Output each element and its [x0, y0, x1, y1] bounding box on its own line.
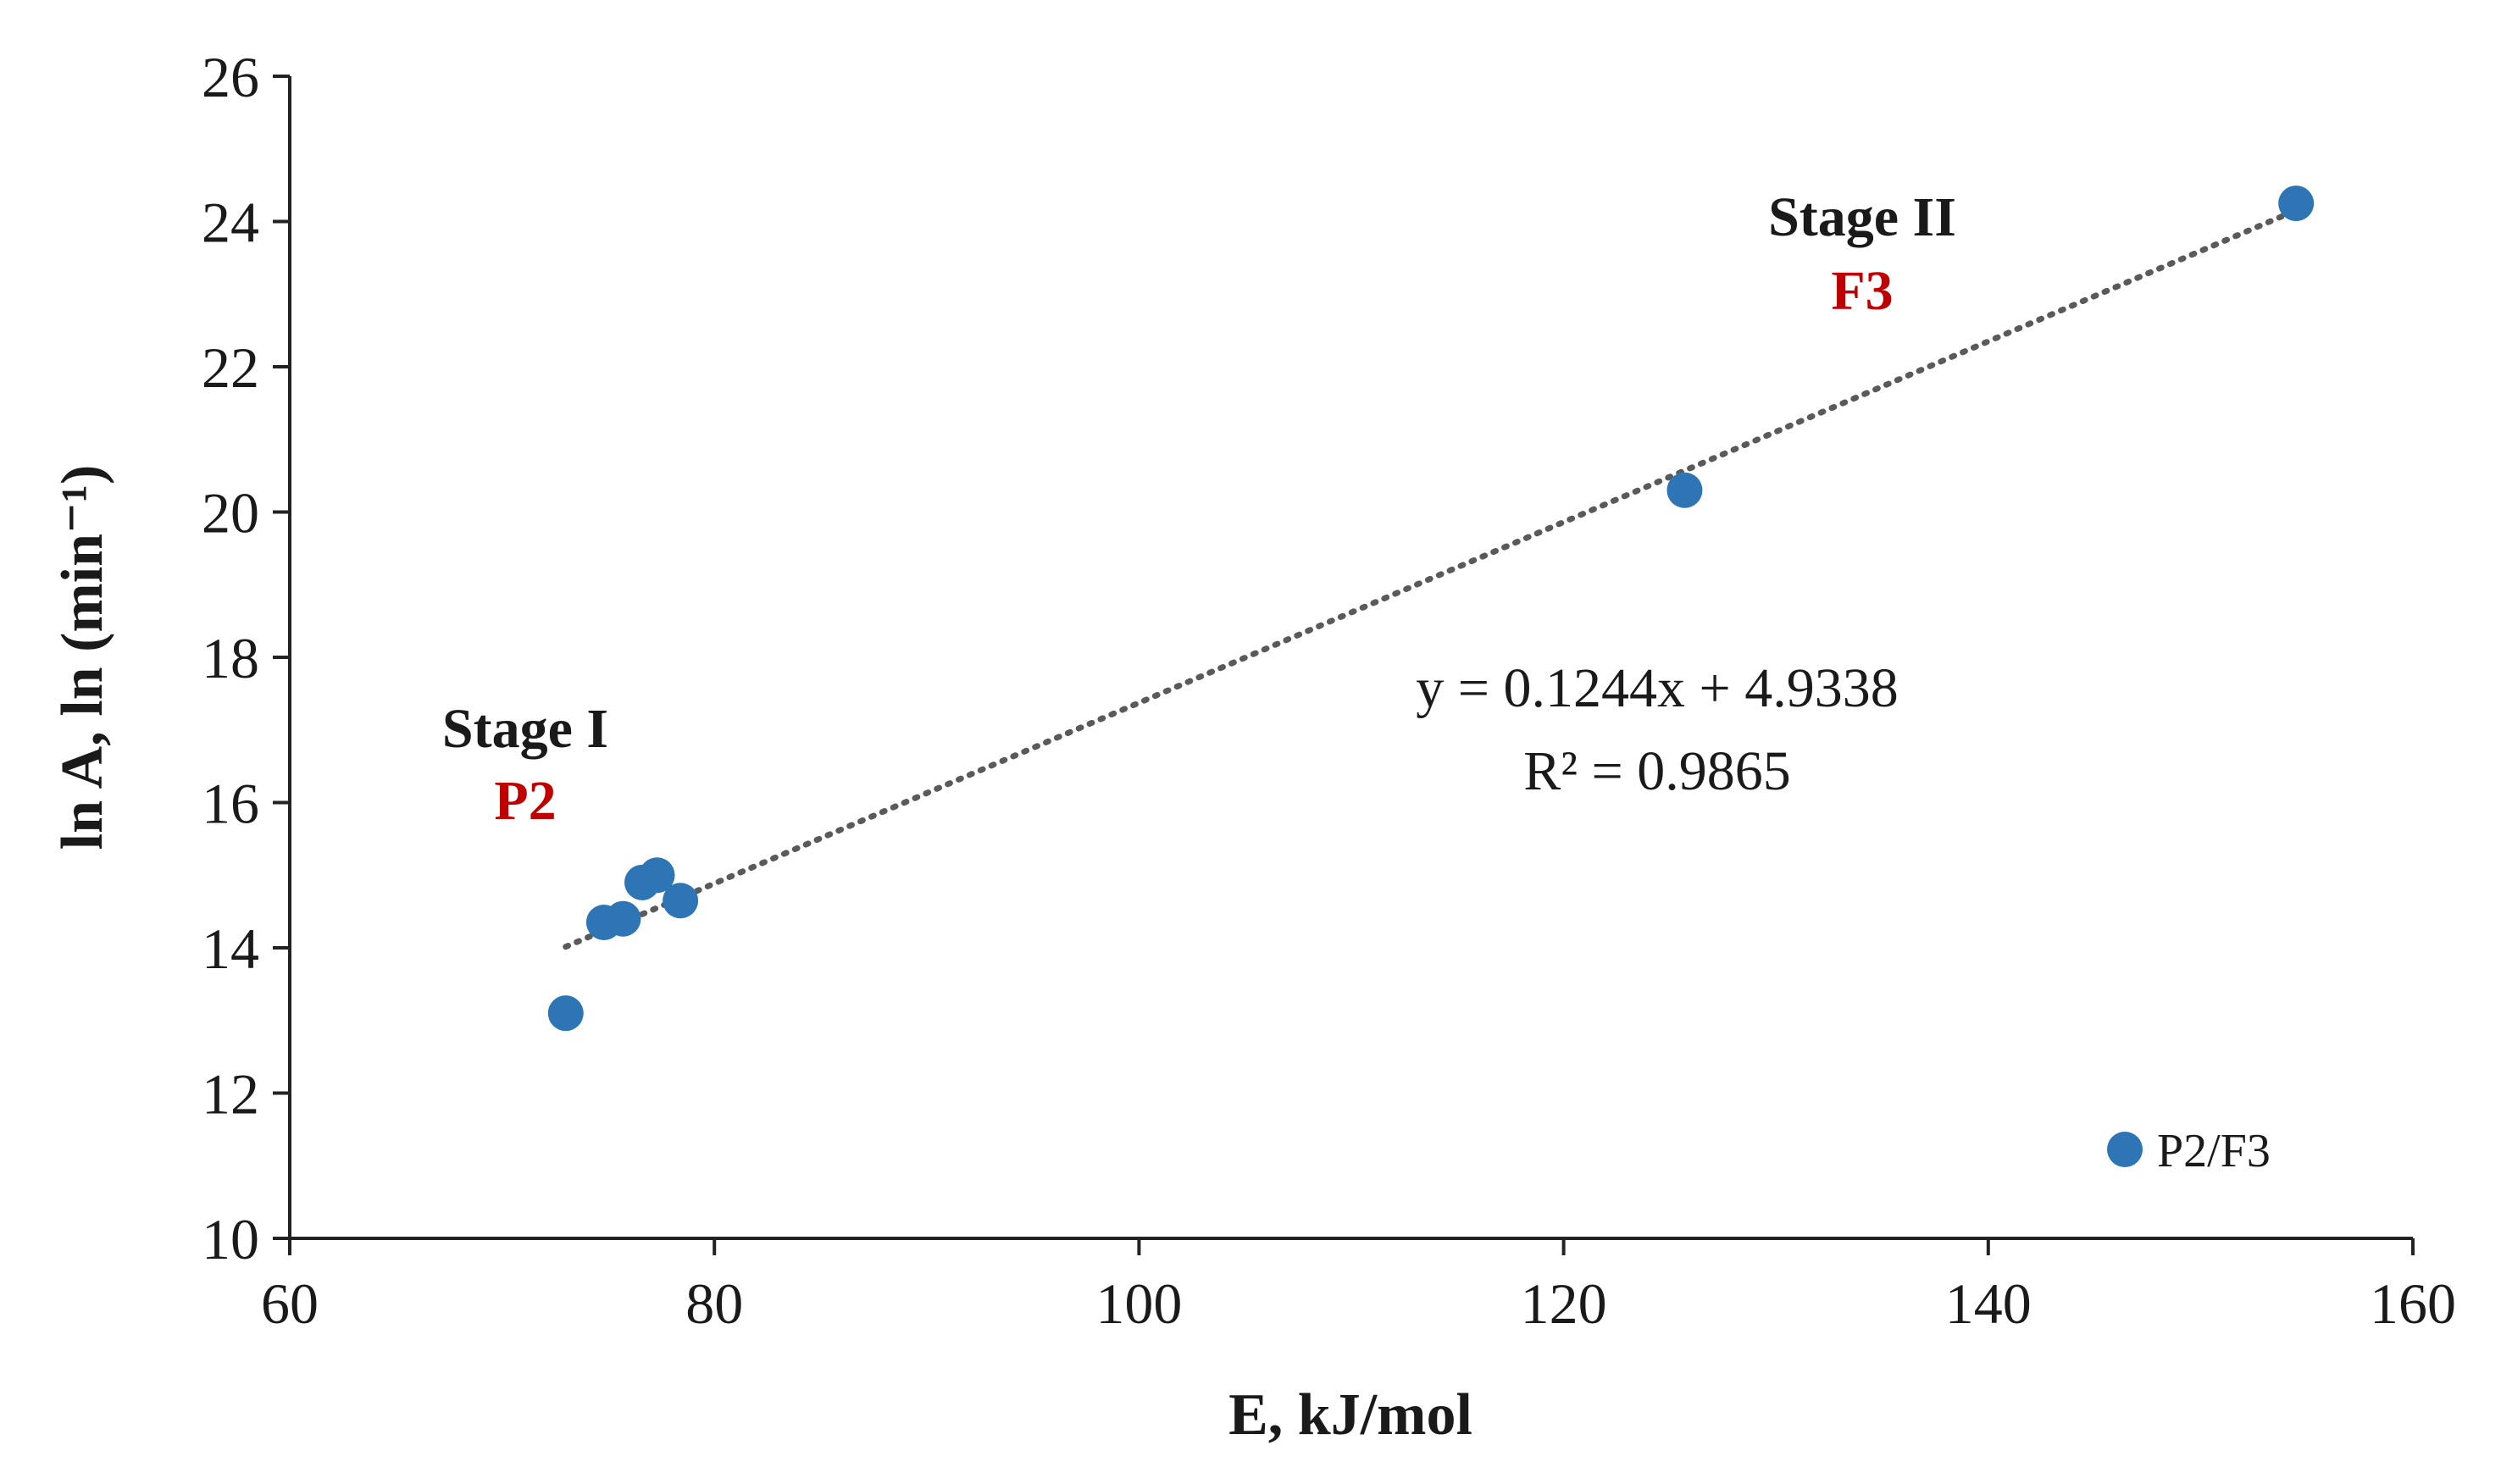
stage-two-sample-label: F3 — [1831, 260, 1893, 322]
y-tick-label: 26 — [202, 45, 259, 109]
stage-one-sample-label: P2 — [494, 770, 556, 832]
trendline-r-squared: R² = 0.9865 — [1523, 740, 1791, 802]
y-axis-title: ln A, ln (min⁻¹) — [50, 465, 115, 850]
x-tick-label: 140 — [1945, 1271, 2032, 1336]
legend: P2/F3 — [2107, 1125, 2271, 1177]
stage-one-label: Stage I — [442, 698, 608, 760]
y-tick-label: 16 — [202, 772, 259, 836]
trendline-equation: y = 0.1244x + 4.9338 — [1416, 657, 1898, 719]
x-tick-label: 80 — [685, 1271, 743, 1336]
x-tick-label: 60 — [261, 1271, 319, 1336]
x-axis-title: E, kJ/mol — [1228, 1382, 1472, 1448]
x-axis-ticks: 60 80 100 120 140 160 — [261, 1238, 2456, 1336]
data-point — [605, 900, 641, 937]
y-tick-label: 20 — [202, 481, 259, 545]
legend-label: P2/F3 — [2157, 1125, 2271, 1177]
y-tick-label: 14 — [202, 916, 259, 981]
y-tick-label: 24 — [202, 191, 259, 255]
y-tick-label: 18 — [202, 626, 259, 690]
data-point — [1666, 472, 1703, 508]
data-point — [639, 857, 675, 894]
y-axis-ticks: 10 12 14 16 18 20 22 24 26 — [202, 45, 290, 1271]
x-tick-label: 160 — [2370, 1271, 2456, 1336]
y-tick-label: 12 — [202, 1062, 259, 1127]
data-points — [547, 186, 2315, 1032]
data-point — [663, 883, 699, 919]
linear-trendline — [563, 207, 2299, 950]
x-tick-label: 120 — [1521, 1271, 1607, 1336]
legend-marker — [2107, 1132, 2143, 1167]
y-tick-label: 10 — [202, 1207, 259, 1271]
data-point — [547, 995, 584, 1032]
y-tick-label: 22 — [202, 335, 259, 400]
x-tick-label: 100 — [1095, 1271, 1182, 1336]
data-point — [2278, 186, 2315, 222]
stage-two-label: Stage II — [1768, 186, 1956, 248]
